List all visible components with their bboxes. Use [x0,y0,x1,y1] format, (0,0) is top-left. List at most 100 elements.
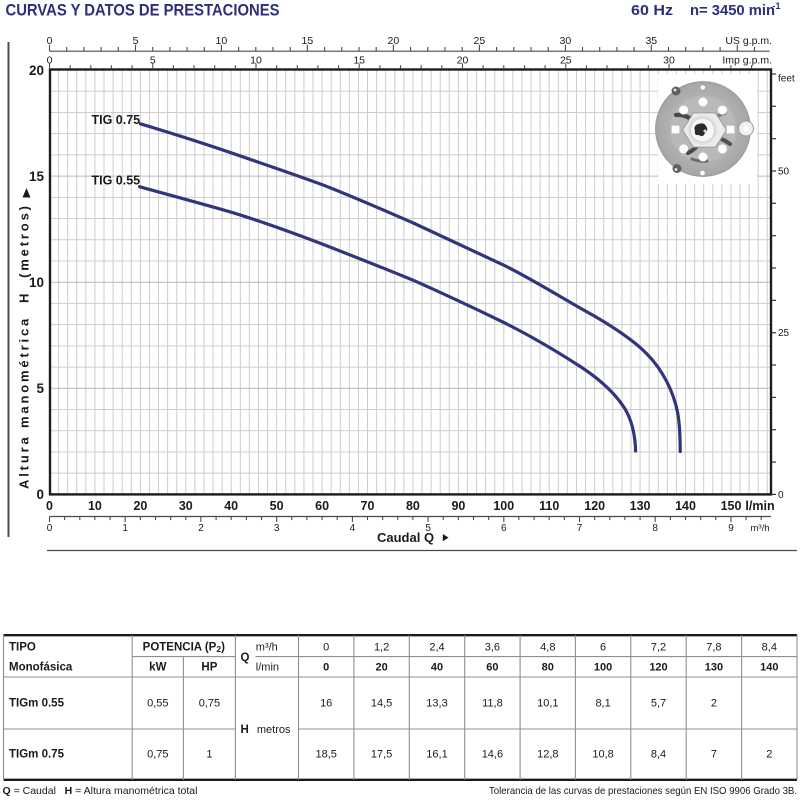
svg-text:0: 0 [47,523,53,534]
svg-text:14,5: 14,5 [371,698,392,710]
svg-text:14,6: 14,6 [482,749,503,761]
svg-text:110: 110 [539,499,559,513]
svg-text:15: 15 [353,55,365,67]
svg-text:40: 40 [431,662,443,674]
svg-text:2,4: 2,4 [429,642,444,654]
svg-text:80: 80 [542,662,554,674]
svg-text:HP: HP [201,662,217,674]
svg-text:0: 0 [47,35,53,47]
svg-text:0: 0 [47,55,53,67]
svg-text:US g.p.m.: US g.p.m. [725,35,772,47]
svg-text:CURVAS Y DATOS DE PRESTACIONES: CURVAS Y DATOS DE PRESTACIONES [6,2,280,20]
svg-text:17,5: 17,5 [371,749,392,761]
svg-text:120: 120 [649,662,667,674]
svg-text:8,4: 8,4 [651,749,666,761]
svg-text:TIG 0.55: TIG 0.55 [92,174,141,188]
svg-text:30: 30 [560,35,572,47]
svg-text:7: 7 [711,749,717,761]
svg-text:4,8: 4,8 [540,642,555,654]
svg-text:130: 130 [705,662,723,674]
svg-text:Tolerancia de las curvas de pr: Tolerancia de las curvas de prestaciones… [489,785,797,797]
svg-text:10,8: 10,8 [592,749,613,761]
svg-text:Q = Caudal H = Altura manomé: Q = Caudal H = Altura manométrica total [3,785,198,797]
svg-text:50: 50 [270,499,284,513]
svg-text:20: 20 [388,35,400,47]
svg-text:16: 16 [320,698,332,710]
svg-text:20: 20 [133,499,147,513]
svg-text:Imp g.p.m.: Imp g.p.m. [722,55,772,67]
svg-text:50: 50 [778,167,790,178]
svg-text:0: 0 [323,662,329,674]
svg-text:Caudal Q: Caudal Q [377,530,434,545]
svg-text:15: 15 [29,169,45,184]
svg-text:kW: kW [149,662,166,674]
svg-text:7,2: 7,2 [651,642,666,654]
svg-text:1: 1 [206,749,212,761]
svg-text:6: 6 [600,642,606,654]
svg-text:100: 100 [493,499,514,513]
svg-text:0,75: 0,75 [147,749,168,761]
svg-text:0: 0 [46,499,53,513]
svg-text:60 Hz: 60 Hz [631,2,673,19]
svg-text:0: 0 [36,487,44,502]
svg-text:13,3: 13,3 [426,698,447,710]
svg-text:5: 5 [36,381,44,396]
svg-text:l/min: l/min [256,662,279,674]
svg-text:120: 120 [584,499,605,513]
svg-text:2: 2 [711,698,717,710]
svg-text:20: 20 [457,55,469,67]
svg-text:10: 10 [29,275,44,290]
svg-text:130: 130 [630,499,651,513]
svg-text:30: 30 [179,499,193,513]
svg-text:25: 25 [560,55,572,67]
svg-text:3,6: 3,6 [485,642,500,654]
svg-text:10,1: 10,1 [537,698,558,710]
svg-text:Altura manométrica H (metros: Altura manométrica H (metros) [17,206,32,489]
svg-text:8,1: 8,1 [595,698,610,710]
svg-text:10: 10 [216,35,228,47]
svg-text:25: 25 [778,328,790,339]
svg-text:80: 80 [406,499,420,513]
svg-text:15: 15 [302,35,314,47]
svg-text:100: 100 [594,662,612,674]
svg-text:20: 20 [29,63,44,78]
svg-text:TIGm 0.55: TIGm 0.55 [9,698,65,710]
svg-text:3: 3 [274,523,280,534]
svg-text:2: 2 [766,749,772,761]
svg-text:10: 10 [88,499,102,513]
svg-text:2: 2 [198,523,204,534]
svg-text:m³/h: m³/h [751,523,770,534]
svg-text:7,8: 7,8 [706,642,721,654]
svg-text:1,2: 1,2 [374,642,389,654]
svg-text:60: 60 [315,499,329,513]
svg-text:12,8: 12,8 [537,749,558,761]
svg-text:1: 1 [122,523,128,534]
svg-text:70: 70 [361,499,375,513]
svg-text:90: 90 [451,499,465,513]
svg-text:11,8: 11,8 [482,698,503,710]
svg-text:8: 8 [652,523,658,534]
svg-text:40: 40 [224,499,238,513]
svg-text:5: 5 [133,35,139,47]
svg-text:m³/h: m³/h [256,642,278,654]
svg-text:0,75: 0,75 [199,698,220,710]
svg-text:Monofásica: Monofásica [9,662,73,674]
svg-text:H: H [241,724,249,736]
svg-text:9: 9 [728,523,734,534]
svg-text:16,1: 16,1 [426,749,447,761]
svg-text:18,5: 18,5 [315,749,336,761]
svg-text:10: 10 [250,55,262,67]
svg-text:60: 60 [486,662,498,674]
svg-text:POTENCIA (P2): POTENCIA (P2) [143,642,225,655]
svg-text:TIG 0.75: TIG 0.75 [92,113,141,127]
svg-text:5,7: 5,7 [651,698,666,710]
svg-text:-1: -1 [773,1,781,11]
svg-text:Q: Q [241,652,250,664]
svg-text:feet: feet [778,74,795,85]
svg-text:l/min: l/min [745,499,774,513]
svg-text:TIGm 0.75: TIGm 0.75 [9,749,65,761]
svg-text:30: 30 [663,55,675,67]
svg-text:140: 140 [675,499,696,513]
svg-text:5: 5 [425,523,431,534]
svg-text:7: 7 [577,523,583,534]
